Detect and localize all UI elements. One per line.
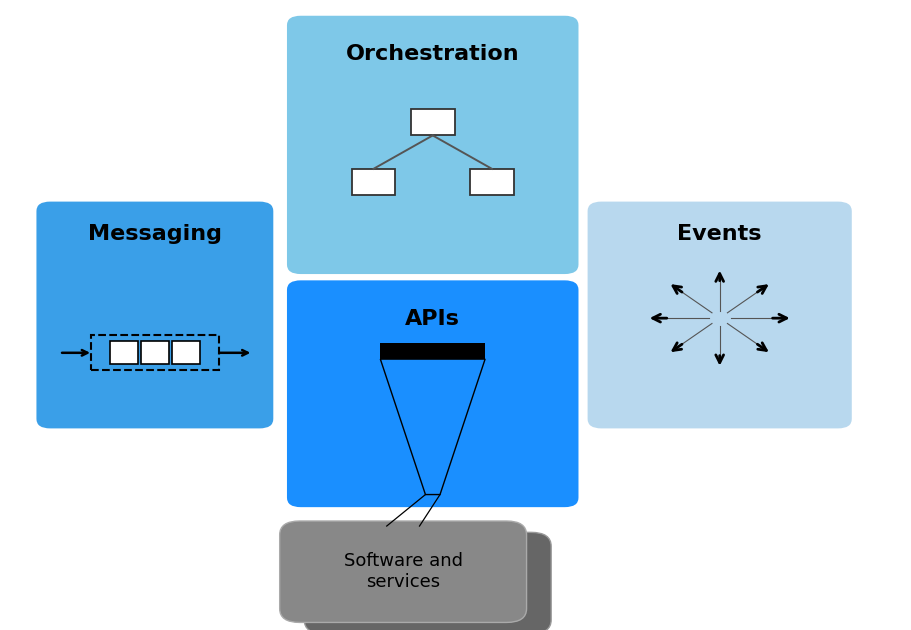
FancyBboxPatch shape bbox=[470, 169, 514, 195]
Polygon shape bbox=[381, 359, 485, 495]
FancyBboxPatch shape bbox=[381, 343, 485, 359]
FancyBboxPatch shape bbox=[171, 341, 200, 364]
FancyBboxPatch shape bbox=[304, 532, 551, 630]
Text: Software and
services: Software and services bbox=[343, 553, 463, 591]
FancyBboxPatch shape bbox=[287, 280, 578, 507]
FancyBboxPatch shape bbox=[352, 169, 395, 195]
Text: Messaging: Messaging bbox=[87, 224, 222, 244]
FancyBboxPatch shape bbox=[36, 202, 273, 428]
FancyBboxPatch shape bbox=[287, 16, 578, 274]
FancyBboxPatch shape bbox=[141, 341, 169, 364]
FancyBboxPatch shape bbox=[588, 202, 852, 428]
FancyBboxPatch shape bbox=[110, 341, 138, 364]
FancyBboxPatch shape bbox=[280, 521, 527, 622]
FancyBboxPatch shape bbox=[411, 109, 455, 135]
Text: APIs: APIs bbox=[405, 309, 460, 329]
Text: Orchestration: Orchestration bbox=[346, 44, 519, 64]
Text: Events: Events bbox=[678, 224, 762, 244]
